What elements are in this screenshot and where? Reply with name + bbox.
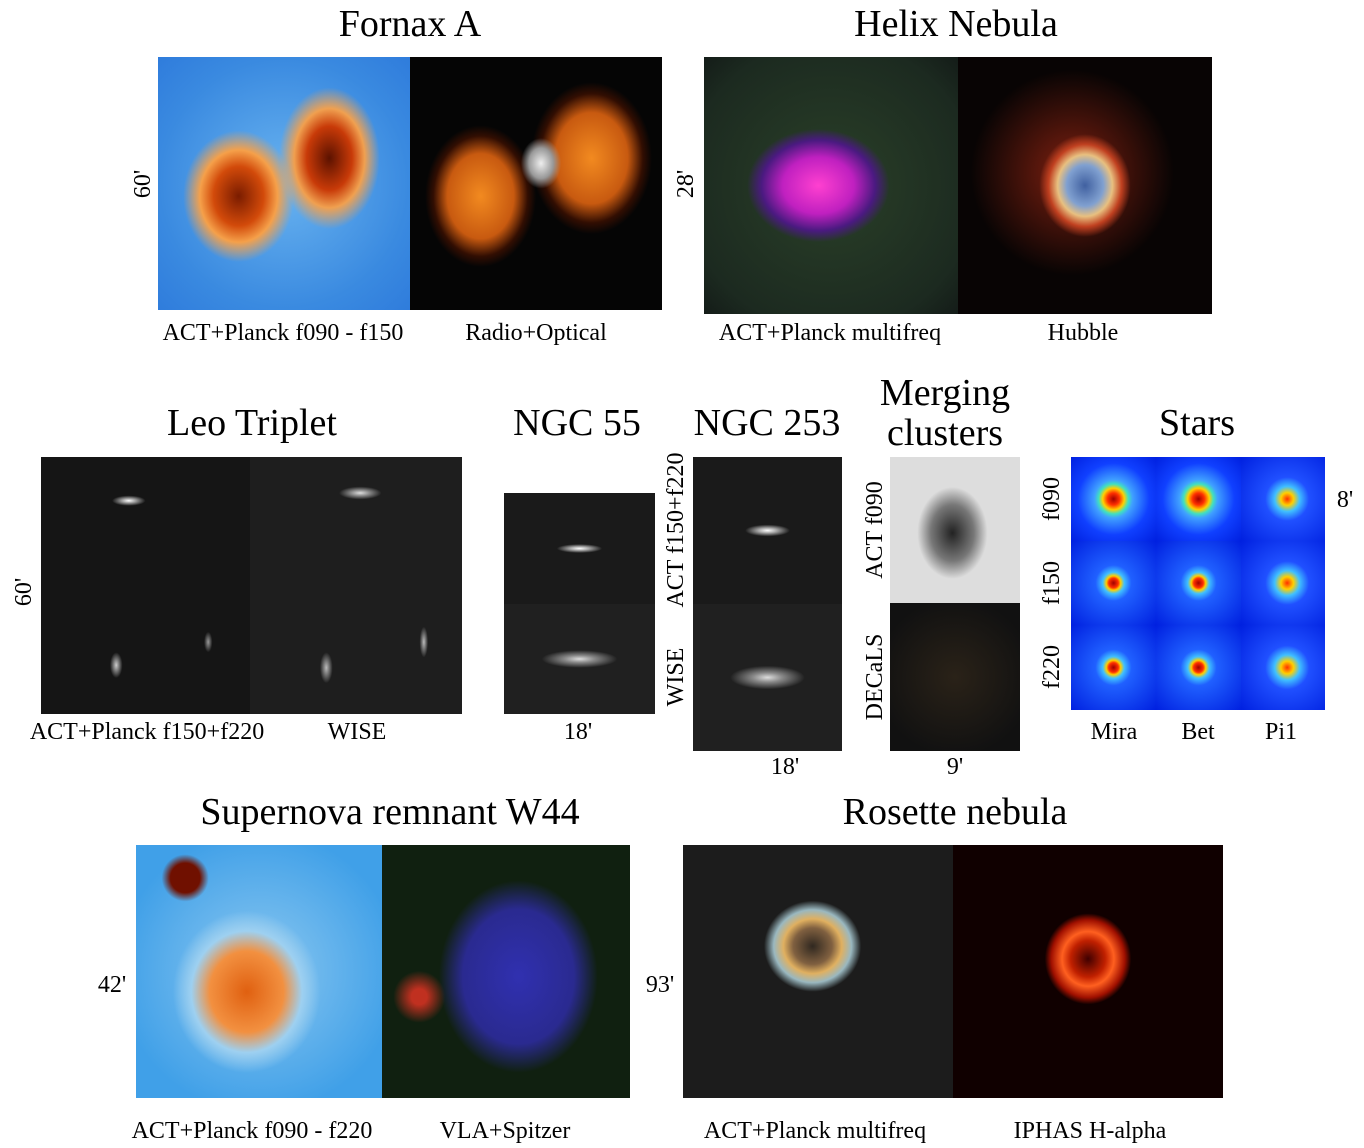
panel-title: NGC 253 — [693, 402, 841, 444]
row-label: f150 — [1039, 561, 1065, 605]
scale-label: 9' — [946, 754, 964, 780]
image — [410, 57, 662, 310]
caption: Hubble — [1047, 320, 1119, 346]
panel-title: Rosette nebula — [842, 791, 1068, 833]
image — [704, 57, 958, 314]
image — [136, 845, 382, 1098]
image — [1071, 625, 1156, 710]
scale-label: 18' — [563, 719, 593, 745]
caption: ACT+Planck multifreq — [718, 320, 942, 346]
scale-label: 60' — [11, 577, 37, 607]
image — [1241, 541, 1325, 625]
scale-label: 93' — [645, 972, 675, 998]
row-label: ACT f150+f220 — [663, 452, 689, 608]
image — [890, 603, 1020, 751]
caption: ACT+Planck f150+f220 — [29, 719, 265, 745]
image — [958, 57, 1212, 314]
caption: ACT+Planck f090 - f150 — [162, 320, 404, 346]
caption: ACT+Planck multifreq — [703, 1118, 927, 1144]
image — [953, 845, 1223, 1098]
caption: IPHAS H-alpha — [1013, 1118, 1167, 1144]
panel-title: Fornax A — [338, 3, 482, 45]
panel-title: Supernova remnant W44 — [200, 791, 580, 833]
scale-label: 28' — [673, 169, 699, 199]
image — [504, 604, 655, 714]
row-label: f220 — [1039, 645, 1065, 689]
image — [1241, 625, 1325, 710]
row-label: ACT f090 — [862, 481, 888, 579]
image — [1241, 457, 1325, 541]
scale-label: 18' — [770, 754, 800, 780]
scale-label: 42' — [97, 972, 127, 998]
image — [693, 457, 842, 604]
column-label: Bet — [1181, 719, 1215, 745]
panel-title: Leo Triplet — [167, 402, 337, 444]
image — [158, 57, 410, 310]
caption: ACT+Planck f090 - f220 — [131, 1118, 373, 1144]
row-label: f090 — [1039, 477, 1065, 521]
image — [1156, 541, 1241, 625]
image — [1156, 457, 1241, 541]
image — [1156, 625, 1241, 710]
panel-title: Helix Nebula — [854, 3, 1058, 45]
image — [693, 604, 842, 751]
image — [1071, 457, 1156, 541]
caption: Radio+Optical — [465, 320, 607, 346]
image — [250, 457, 462, 714]
image — [683, 845, 953, 1098]
panel-title: NGC 55 — [513, 402, 641, 444]
image — [504, 493, 655, 604]
column-label: Mira — [1090, 719, 1138, 745]
scale-label: 8' — [1336, 487, 1354, 513]
image — [1071, 541, 1156, 625]
scale-label: 60' — [130, 169, 156, 199]
image — [890, 457, 1020, 603]
row-label: WISE — [663, 647, 689, 707]
caption: WISE — [327, 719, 387, 745]
row-label: DECaLS — [862, 633, 888, 721]
panel-title: Stars — [1159, 402, 1235, 444]
column-label: Pi1 — [1264, 719, 1298, 745]
caption: VLA+Spitzer — [439, 1118, 571, 1144]
image — [41, 457, 250, 714]
panel-title: Merging clusters — [879, 372, 1011, 454]
image — [382, 845, 630, 1098]
